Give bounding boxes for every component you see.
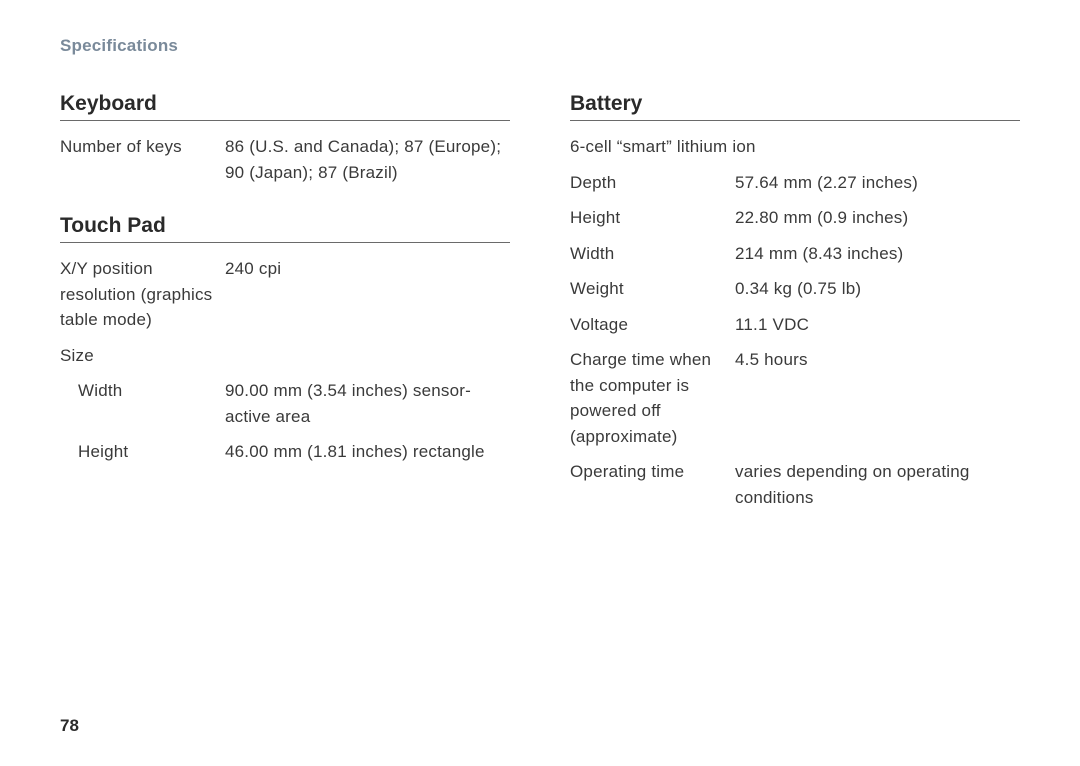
spec-row: Width 214 mm (8.43 inches) xyxy=(570,236,1020,272)
section-title-touchpad: Touch Pad xyxy=(60,214,510,243)
spec-label: Depth xyxy=(570,170,735,196)
spec-value: 214 mm (8.43 inches) xyxy=(735,241,1020,267)
page-header: Specifications xyxy=(60,36,1020,56)
section-title-keyboard: Keyboard xyxy=(60,92,510,121)
spec-row: Height 22.80 mm (0.9 inches) xyxy=(570,200,1020,236)
battery-subtitle: 6-cell “smart” lithium ion xyxy=(570,129,1020,165)
spec-value: 11.1 VDC xyxy=(735,312,1020,338)
spec-row: X/Y position resolution (graphics table … xyxy=(60,251,510,338)
section-touchpad: Touch Pad X/Y position resolution (graph… xyxy=(60,214,510,470)
section-battery: Battery 6-cell “smart” lithium ion Depth… xyxy=(570,92,1020,515)
spec-row: Operating time varies depending on opera… xyxy=(570,454,1020,515)
spec-value: varies depending on operating conditions xyxy=(735,459,1020,510)
spec-row: Depth 57.64 mm (2.27 inches) xyxy=(570,165,1020,201)
columns: Keyboard Number of keys 86 (U.S. and Can… xyxy=(60,92,1020,515)
section-keyboard: Keyboard Number of keys 86 (U.S. and Can… xyxy=(60,92,510,190)
spec-row: Number of keys 86 (U.S. and Canada); 87 … xyxy=(60,129,510,190)
spec-label: Number of keys xyxy=(60,134,225,185)
spec-value: 240 cpi xyxy=(225,256,510,333)
spec-label: Height xyxy=(570,205,735,231)
spec-size-label: Size xyxy=(60,338,510,374)
left-column: Keyboard Number of keys 86 (U.S. and Can… xyxy=(60,92,510,515)
spec-row: Weight 0.34 kg (0.75 lb) xyxy=(570,271,1020,307)
spec-label: Width xyxy=(60,378,225,429)
page-number: 78 xyxy=(60,716,79,736)
spec-value: 4.5 hours xyxy=(735,347,1020,449)
spec-value: 57.64 mm (2.27 inches) xyxy=(735,170,1020,196)
spec-row: Height 46.00 mm (1.81 inches) rectangle xyxy=(60,434,510,470)
spec-label: X/Y position resolution (graphics table … xyxy=(60,256,225,333)
section-title-battery: Battery xyxy=(570,92,1020,121)
spec-label: Height xyxy=(60,439,225,465)
spec-value: 0.34 kg (0.75 lb) xyxy=(735,276,1020,302)
spec-label: Charge time when the computer is powered… xyxy=(570,347,735,449)
spec-value: 90.00 mm (3.54 inches) sensor-active are… xyxy=(225,378,510,429)
spec-label: Operating time xyxy=(570,459,735,510)
spec-label: Weight xyxy=(570,276,735,302)
spec-row: Charge time when the computer is powered… xyxy=(570,342,1020,454)
spec-row: Width 90.00 mm (3.54 inches) sensor-acti… xyxy=(60,373,510,434)
spec-value: 86 (U.S. and Canada); 87 (Europe); 90 (J… xyxy=(225,134,510,185)
spec-value: 22.80 mm (0.9 inches) xyxy=(735,205,1020,231)
right-column: Battery 6-cell “smart” lithium ion Depth… xyxy=(570,92,1020,515)
spec-row: Voltage 11.1 VDC xyxy=(570,307,1020,343)
spec-label: Width xyxy=(570,241,735,267)
spec-value: 46.00 mm (1.81 inches) rectangle xyxy=(225,439,510,465)
spec-label: Voltage xyxy=(570,312,735,338)
